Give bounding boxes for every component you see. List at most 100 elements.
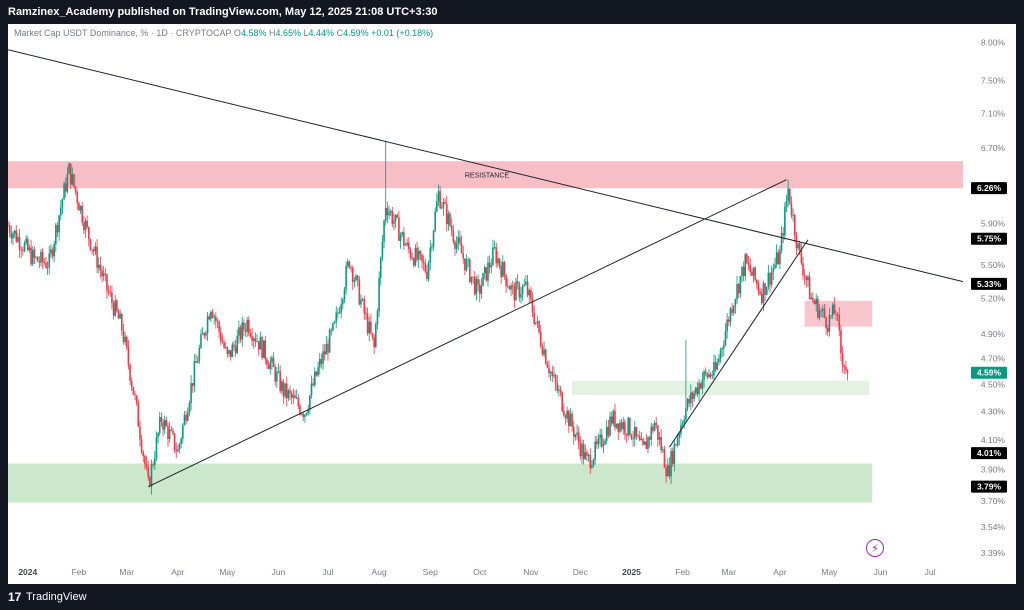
up-candle	[587, 454, 590, 456]
up-candle	[566, 410, 568, 419]
down-candle	[630, 434, 633, 439]
down-candle	[366, 313, 369, 334]
down-candle	[460, 243, 463, 254]
up-candle	[335, 312, 338, 322]
down-candle	[297, 397, 300, 406]
up-candle	[576, 432, 578, 435]
down-candle	[416, 247, 418, 260]
up-candle	[558, 389, 560, 391]
up-candle	[325, 343, 328, 355]
up-candle	[271, 357, 273, 363]
up-candle	[157, 433, 159, 438]
down-candle	[371, 332, 374, 338]
up-candle	[574, 434, 577, 437]
down-candle	[495, 247, 498, 264]
footer-bar: 17 TradingView	[0, 584, 1024, 610]
up-candle	[63, 183, 65, 200]
up-candle	[383, 220, 385, 242]
up-candle	[183, 414, 186, 425]
zones-layer: RESISTANCE	[8, 161, 963, 503]
down-candle	[419, 251, 422, 255]
down-candle	[208, 316, 211, 320]
down-candle	[503, 262, 506, 275]
up-candle	[719, 349, 722, 359]
up-candle	[153, 458, 156, 465]
down-candle	[386, 207, 389, 216]
up-candle	[322, 351, 324, 364]
up-candle	[318, 359, 321, 368]
down-candle	[561, 392, 563, 411]
up-candle	[228, 350, 230, 354]
price-chart[interactable]: RESISTANCE 8.00% 7.50% 7.10% 6.70% 5.90% 5.50…	[8, 24, 1016, 584]
down-candle	[195, 361, 197, 363]
down-candle	[106, 274, 108, 291]
down-candle	[69, 163, 72, 185]
chart-frame[interactable]: RESISTANCE 8.00% 7.50% 7.10% 6.70% 5.90% 5.50…	[8, 24, 1016, 584]
price-tag	[971, 182, 1007, 195]
down-candle	[727, 319, 730, 322]
down-candle	[116, 300, 118, 312]
up-candle	[434, 211, 436, 231]
up-candle	[726, 319, 728, 332]
down-candle	[544, 349, 547, 364]
down-candle	[518, 283, 521, 298]
down-candle	[665, 467, 667, 477]
lightning-icon[interactable]: ⚡	[866, 539, 884, 557]
down-candle	[660, 437, 662, 451]
down-candle	[625, 433, 628, 436]
up-candle	[376, 310, 379, 325]
open-value: 4.58%	[240, 28, 267, 38]
price-tick-label: 4.90%	[981, 329, 1006, 339]
up-candle	[622, 421, 625, 430]
down-candle	[777, 252, 780, 265]
up-candle	[615, 423, 618, 428]
down-candle	[74, 186, 77, 193]
up-candle	[337, 312, 339, 314]
up-candle	[205, 332, 207, 336]
down-candle	[299, 405, 301, 415]
up-candle	[604, 440, 606, 445]
up-candle	[708, 374, 710, 378]
up-candle	[389, 211, 392, 213]
up-candle	[701, 379, 704, 389]
down-candle	[790, 203, 793, 216]
up-candle	[718, 358, 720, 363]
time-tick-label: May	[219, 567, 236, 577]
up-candle	[792, 215, 794, 216]
down-candle	[109, 292, 112, 294]
up-candle	[224, 347, 227, 348]
up-candle	[762, 283, 765, 304]
up-candle	[353, 280, 356, 282]
up-candle	[17, 236, 19, 242]
down-candle	[424, 263, 427, 272]
down-candle	[782, 233, 785, 236]
down-candle	[172, 430, 174, 434]
down-candle	[464, 258, 466, 271]
up-candle	[394, 214, 397, 221]
down-candle	[841, 353, 844, 366]
down-candle	[294, 395, 296, 399]
down-candle	[350, 267, 352, 269]
down-candle	[610, 416, 613, 424]
up-candle	[213, 316, 215, 318]
down-candle	[769, 272, 771, 285]
down-candle	[444, 202, 446, 204]
down-candle	[793, 215, 796, 236]
down-candle	[688, 398, 691, 404]
down-candle	[261, 337, 263, 358]
up-candle	[114, 300, 117, 316]
down-candle	[546, 363, 549, 368]
up-candle	[442, 202, 445, 208]
price-tag-label: 6.26%	[977, 183, 1002, 193]
down-candle	[655, 422, 658, 426]
down-candle	[396, 214, 399, 218]
down-candle	[551, 371, 554, 377]
up-candle	[752, 267, 755, 276]
publication-header: Ramzinex_Academy published on TradingVie…	[0, 0, 1024, 24]
up-candle	[246, 319, 248, 332]
price-tick-label: 4.30%	[981, 407, 1006, 417]
down-candle	[302, 413, 305, 417]
up-candle	[521, 285, 524, 295]
up-candle	[581, 443, 583, 457]
down-candle	[45, 262, 47, 268]
